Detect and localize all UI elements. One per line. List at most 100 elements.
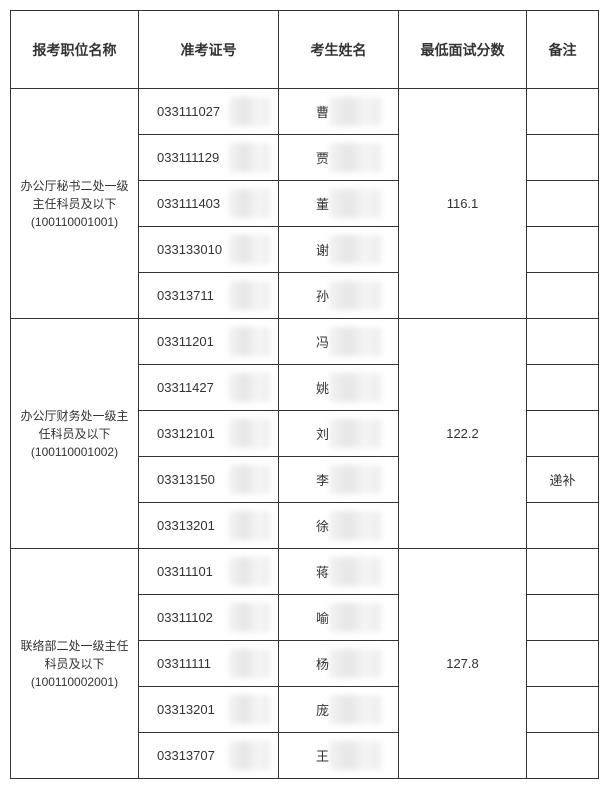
name-cell: 曹 [279,89,399,135]
name-cell: 蒋 [279,549,399,595]
name-prefix: 曹 [316,105,329,120]
position-title: 联络部二处一级主任科员及以下 [20,639,128,671]
ticket-prefix: 03311101 [157,564,213,579]
redacted-ticket [229,419,270,448]
name-prefix: 贾 [316,151,329,166]
redacted-ticket [229,373,270,402]
position-code: (100110001001) [31,215,118,229]
ticket-cell: 03313201 [139,503,279,549]
name-prefix: 谢 [316,243,329,258]
remark-cell [527,273,599,319]
redacted-ticket [229,97,270,126]
remark-cell [527,227,599,273]
name-cell: 徐 [279,503,399,549]
name-prefix: 蒋 [316,565,329,580]
position-title: 办公厅秘书二处一级主任科员及以下 [20,179,128,211]
ticket-cell: 03311102 [139,595,279,641]
ticket-cell: 03313150 [139,457,279,503]
score-cell: 122.2 [399,319,527,549]
redacted-ticket [229,189,270,218]
name-cell: 孙 [279,273,399,319]
ticket-prefix: 03313711 [157,288,214,303]
redacted-ticket [229,695,270,724]
ticket-prefix: 03311111 [157,656,211,671]
redacted-ticket [229,741,270,770]
ticket-cell: 033111403 [139,181,279,227]
score-cell: 127.8 [399,549,527,779]
name-cell: 杨 [279,641,399,687]
header-ticket: 准考证号 [139,11,279,89]
name-prefix: 徐 [316,519,329,534]
name-cell: 贾 [279,135,399,181]
name-cell: 庞 [279,687,399,733]
remark-cell [527,595,599,641]
redacted-ticket [229,235,270,264]
candidates-table: 报考职位名称 准考证号 考生姓名 最低面试分数 备注 办公厅秘书二处一级主任科员… [10,10,599,779]
ticket-prefix: 03311427 [157,380,214,395]
ticket-cell: 033133010 [139,227,279,273]
remark-cell [527,641,599,687]
position-cell: 办公厅财务处一级主任科员及以下(100110001002) [11,319,139,549]
remark-cell: 递补 [527,457,599,503]
ticket-prefix: 033133010 [157,242,222,257]
ticket-cell: 03313201 [139,687,279,733]
remark-cell [527,503,599,549]
position-cell: 联络部二处一级主任科员及以下 (100110002001) [11,549,139,779]
table-row: 办公厅财务处一级主任科员及以下(100110001002)03311201冯12… [11,319,599,365]
ticket-cell: 03312101 [139,411,279,457]
table-row: 联络部二处一级主任科员及以下(100110002001)03311101蒋127… [11,549,599,595]
redacted-name [329,649,381,678]
remark-cell [527,733,599,779]
header-name: 考生姓名 [279,11,399,89]
header-position: 报考职位名称 [11,11,139,89]
ticket-cell: 03311427 [139,365,279,411]
redacted-name [329,419,381,448]
header-score: 最低面试分数 [399,11,527,89]
name-cell: 刘 [279,411,399,457]
redacted-ticket [229,649,270,678]
name-prefix: 刘 [316,427,329,442]
redacted-name [329,465,381,494]
name-cell: 谢 [279,227,399,273]
ticket-cell: 033111027 [139,89,279,135]
redacted-name [329,557,381,586]
ticket-prefix: 033111403 [157,196,220,211]
redacted-ticket [229,557,270,586]
position-code: (100110002001) [31,675,118,689]
ticket-cell: 033111129 [139,135,279,181]
name-prefix: 王 [316,749,329,764]
ticket-prefix: 03311201 [157,334,214,349]
ticket-prefix: 03311102 [157,610,213,625]
ticket-prefix: 03312101 [157,426,215,441]
redacted-name [329,603,381,632]
redacted-name [329,695,381,724]
ticket-cell: 03311101 [139,549,279,595]
remark-cell [527,135,599,181]
name-prefix: 冯 [316,335,329,350]
position-title: 办公厅财务处一级主任科员及以下 [20,409,128,441]
remark-cell [527,549,599,595]
redacted-name [329,373,381,402]
name-prefix: 姚 [316,381,329,396]
remark-cell [527,687,599,733]
remark-cell [527,365,599,411]
redacted-name [329,97,381,126]
ticket-cell: 03311201 [139,319,279,365]
ticket-cell: 03311111 [139,641,279,687]
name-cell: 王 [279,733,399,779]
header-row: 报考职位名称 准考证号 考生姓名 最低面试分数 备注 [11,11,599,89]
name-prefix: 喻 [316,611,329,626]
redacted-ticket [229,465,270,494]
ticket-prefix: 03313201 [157,702,215,717]
remark-cell [527,411,599,457]
redacted-name [329,235,381,264]
redacted-ticket [229,603,270,632]
redacted-name [329,281,381,310]
redacted-name [329,189,381,218]
name-prefix: 李 [316,473,329,488]
ticket-prefix: 033111129 [157,150,219,165]
name-cell: 冯 [279,319,399,365]
name-cell: 喻 [279,595,399,641]
redacted-ticket [229,511,270,540]
redacted-name [329,327,381,356]
